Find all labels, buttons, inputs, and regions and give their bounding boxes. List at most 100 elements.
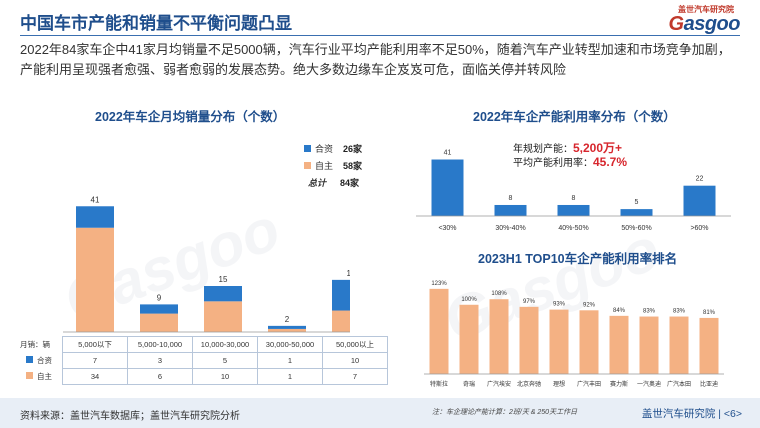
table-cell: 50,000以上 [322,336,388,353]
chart3-top10-utilization: 123% 特斯拉 100% 奇瑞 108% 广汽埃安 97% 北京奔驰 93% 理想 92% 广汽丰田… [424,281,724,388]
bar-jv [332,279,350,311]
bar-own [76,227,114,332]
x-tick-label: >60% [690,225,708,232]
table-label-jv: 合资 [37,356,52,365]
bar-value-label: 41 [444,150,452,157]
footer-bar [0,398,760,428]
bar [639,316,659,374]
bar [579,310,599,374]
bar [549,309,569,374]
x-tick-label: 特斯拉 [430,380,448,388]
table-cell: 7 [322,368,388,385]
logo-mark: Gasgoo [668,13,741,36]
bar-jv [140,304,178,314]
bar-value-label: 108% [491,291,507,297]
table-cell: 5 [192,352,258,369]
table-cell: 10 [322,352,388,369]
page-title: 中国车市产能和销量不平衡问题凸显 [20,14,292,33]
bar-jv [268,325,306,329]
bar-value-label: 123% [431,281,447,287]
x-tick-label: <30% [438,225,456,232]
annotation-utilization: 平均产能利用率：45.7% [513,156,627,170]
table-cell: 34 [62,368,128,385]
chart3-title: 2023H1 TOP10车企产能利用率排名 [478,252,678,266]
table-header-label: 月销：辆 [20,340,50,349]
table-cell: 10,000-30,000 [192,336,258,353]
table-row-header: 月销：辆 5,000以下 5,000-10,000 10,000-30,000 … [20,336,388,353]
bar-total-label: 15 [219,275,228,284]
x-tick-label: 50%-60% [621,225,651,232]
x-tick-label: 奇瑞 [463,380,475,388]
annotation-utilization-label: 平均产能利用率： [513,158,593,169]
legend-item-own: 自主 58家 [304,157,362,174]
x-tick-label: 一汽奥迪 [637,380,661,388]
table-swatch-own [26,372,33,379]
bar-value-label: 5 [635,199,639,206]
bar-value-label: 100% [461,297,477,303]
bar-own [268,328,306,332]
annotation-capacity: 年规划产能：5,200万+ [513,142,627,156]
table-label-own: 自主 [37,372,52,381]
summary-paragraph: 2022年84家车企中41家月均销量不足5000辆，汽车行业平均产能利用率不足5… [20,42,731,77]
table-cell: 3 [127,352,193,369]
table-cell: 7 [62,352,128,369]
chart1-monthly-sales: 41 9 15 2 17 [63,195,350,333]
bar-total-label: 17 [347,269,350,278]
legend-swatch-own [304,162,311,169]
legend-item-total: 总计 84家 [304,174,362,191]
bar [669,316,689,374]
bar-jv [204,286,242,302]
logo-mark-g: G [668,13,685,35]
bar [519,306,539,374]
table-cell: 6 [127,368,193,385]
bar-value-label: 97% [523,299,536,305]
x-tick-label: 广汽丰田 [577,380,601,388]
x-tick-label: 北京奔驰 [517,380,541,388]
bar-value-label: 8 [572,195,576,202]
capacity-note: 注：车企理论产能计算：2班/天 & 250天工作日 [432,409,578,416]
annotation-capacity-value: 5,200万+ [573,141,623,155]
chart2-utilization-distribution: 41 <30% 8 30%-40% 8 40%-50% 5 50%-60% 22 >60% [416,150,731,232]
x-tick-label: 40%-50% [558,225,588,232]
bar [699,317,719,374]
table-cell: 10 [192,368,258,385]
bar-own [140,313,178,332]
legend-total-label: 总计 [308,178,327,188]
source-note: 资料来源：盖世汽车数据库；盖世汽车研究院分析 [20,411,240,422]
logo-mark-rest: asgoo [683,13,741,35]
table-swatch-jv [26,356,33,363]
bar-value-label: 8 [509,195,513,202]
footer-brand: 盖世汽车研究院 | <6> [641,408,742,420]
chart2-annotation: 年规划产能：5,200万+ 平均产能利用率：45.7% [513,142,627,170]
table-cell: 1 [257,368,323,385]
x-tick-label: 30%-40% [495,225,525,232]
table-row-label-jv: 合资 [20,353,63,369]
legend-label-own: 自主 [315,161,334,171]
bar-total-label: 9 [157,293,162,302]
bar-total-label: 2 [285,315,290,324]
bar [459,304,479,374]
title-divider [20,35,740,36]
x-tick-label: 广汽埃安 [487,380,511,388]
bar-value-label: 84% [613,308,626,314]
chart1-title: 2022年车企月均销量分布（个数） [95,110,286,124]
legend-value-jv: 26家 [343,144,363,154]
logo-cn-text: 盖世汽车研究院 [678,5,734,14]
x-tick-label: 理想 [553,380,565,388]
bar-own [204,301,242,332]
legend-item-jv: 合资 26家 [304,140,362,157]
table-cell: 1 [257,352,323,369]
chart1-data-table: 月销：辆 5,000以下 5,000-10,000 10,000-30,000 … [20,336,388,385]
bar [557,204,590,216]
legend-swatch-jv [304,145,311,152]
bar [609,315,629,374]
bar [489,299,509,374]
bar [683,185,716,216]
legend-value-own: 58家 [343,161,363,171]
bar-total-label: 41 [91,195,100,204]
table-row-jv: 合资 7 3 5 1 10 [20,352,388,369]
bar-jv [76,206,114,228]
bar [620,209,653,216]
bar-value-label: 22 [696,176,704,183]
bar-value-label: 92% [583,302,596,308]
